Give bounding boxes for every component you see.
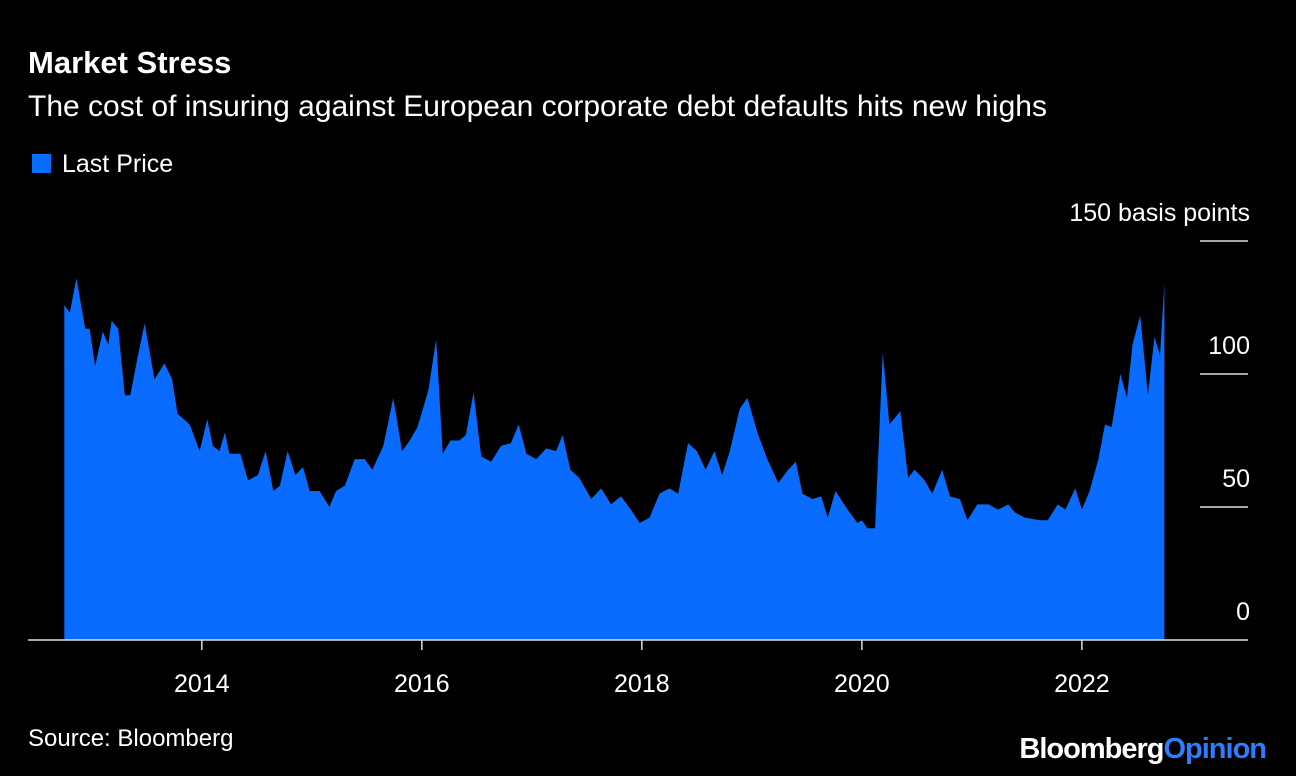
- chart-subtitle: The cost of insuring against European co…: [28, 90, 1047, 123]
- y-tick-label: 0: [1236, 598, 1250, 626]
- x-tick-label: 2016: [394, 670, 450, 698]
- area: [64, 278, 1165, 640]
- brand-name: Bloomberg: [1019, 733, 1163, 765]
- legend-swatch: [32, 154, 51, 173]
- y-tick-label: 100: [1208, 332, 1250, 360]
- brand-suffix: Opinion: [1163, 733, 1266, 765]
- x-tick-label: 2020: [834, 670, 890, 698]
- x-tick-label: 2014: [174, 670, 230, 698]
- x-tick-label: 2018: [614, 670, 670, 698]
- source: Source: Bloomberg: [28, 725, 233, 752]
- chart-title: Market Stress: [28, 45, 231, 80]
- y-tick-label: 150 basis points: [1069, 199, 1250, 227]
- x-tick-label: 2022: [1054, 670, 1110, 698]
- y-tick-label: 50: [1222, 465, 1250, 493]
- legend-label: Last Price: [62, 150, 173, 178]
- branding: BloombergOpinion: [1019, 733, 1266, 765]
